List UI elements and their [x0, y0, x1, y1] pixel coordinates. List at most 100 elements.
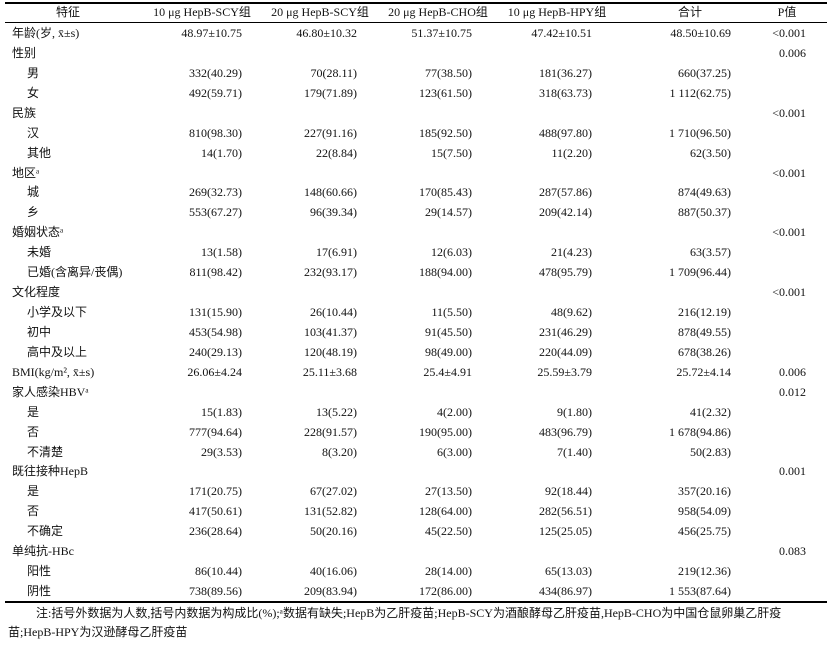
value-cell: 26(10.44) — [310, 305, 357, 319]
value-cell: 17(6.91) — [316, 245, 357, 260]
value-cell: 282(56.51) — [539, 504, 592, 519]
row-label: 性别 — [12, 45, 37, 60]
value-cell: 887(50.37) — [678, 205, 731, 220]
sub-row-label: 城 — [27, 185, 40, 200]
value-cell: 456(25.75) — [678, 524, 731, 539]
value-cell: 236(28.64) — [189, 524, 242, 539]
value-cell: 46.80±10.32 — [296, 26, 357, 40]
p-value: <0.001 — [772, 26, 806, 40]
value-cell: 131(52.82) — [304, 504, 357, 519]
value-cell: 190(95.00) — [419, 424, 472, 439]
value-cell: 1 112(62.75) — [669, 85, 731, 100]
bottom-rule — [5, 601, 827, 603]
row-label: 单纯抗-HBc — [12, 544, 74, 559]
value-cell: 70(28.11) — [310, 65, 357, 80]
value-cell: 357(20.16) — [678, 484, 731, 499]
value-cell: 40(16.06) — [310, 564, 357, 579]
p-value: <0.001 — [772, 165, 806, 180]
value-cell: 209(83.94) — [304, 584, 357, 598]
value-cell: 28(14.00) — [425, 564, 472, 579]
header-cell: 10 μg HepB-HPY组 — [507, 5, 607, 19]
value-cell: 232(93.17) — [304, 265, 357, 280]
row-label: 民族 — [12, 105, 37, 120]
header-cell: P值 — [777, 5, 797, 19]
sub-row-label: 是 — [27, 404, 40, 419]
value-cell: 287(57.86) — [539, 185, 592, 200]
row-label: 地区ᵃ — [12, 165, 40, 180]
value-cell: 1 709(96.44) — [669, 265, 731, 280]
sub-row-label: 是 — [27, 484, 40, 499]
header-cell: 20 μg HepB-SCY组 — [271, 5, 369, 19]
value-cell: 48.97±10.75 — [181, 26, 242, 40]
sub-row-label: 初中 — [27, 324, 52, 339]
value-cell: 98(49.00) — [425, 344, 472, 359]
value-cell: 21(4.23) — [551, 245, 592, 260]
p-value: <0.001 — [772, 105, 806, 120]
sub-row-label: 小学及以下 — [27, 305, 88, 319]
value-cell: 45(22.50) — [425, 524, 472, 539]
value-cell: 47.42±10.51 — [531, 26, 592, 40]
p-value: <0.001 — [772, 285, 806, 300]
value-cell: 1 553(87.64) — [669, 584, 731, 598]
value-cell: 25.4±4.91 — [423, 364, 472, 379]
value-cell: 123(61.50) — [419, 85, 472, 100]
value-cell: 62(3.50) — [690, 145, 731, 160]
value-cell: 453(54.98) — [189, 324, 242, 339]
value-cell: 660(37.25) — [678, 65, 731, 80]
table-note: 注:括号外数据为人数,括号内数据为构成比(%);ᵃ数据有缺失;HepB为乙肝疫苗… — [8, 606, 782, 639]
value-cell: 4(2.00) — [437, 404, 472, 419]
value-cell: 25.11±3.68 — [302, 364, 357, 379]
value-cell: 9(1.80) — [557, 404, 592, 419]
row-label: 文化程度 — [12, 285, 61, 300]
row-label: 家人感染HBVᵃ — [12, 384, 89, 399]
value-cell: 810(98.30) — [189, 125, 242, 140]
sub-row-label: 其他 — [27, 145, 52, 160]
value-cell: 318(63.73) — [539, 85, 592, 100]
value-cell: 874(49.63) — [678, 185, 731, 200]
row-label: 既往接种HepB — [12, 464, 88, 479]
value-cell: 11(5.50) — [431, 305, 472, 319]
value-cell: 103(41.37) — [304, 324, 357, 339]
header-rule — [5, 22, 827, 23]
value-cell: 63(3.57) — [690, 245, 731, 260]
header-cell: 10 μg HepB-SCY组 — [153, 5, 251, 19]
value-cell: 209(42.14) — [539, 205, 592, 220]
value-cell: 29(14.57) — [425, 205, 472, 220]
value-cell: 188(94.00) — [419, 265, 472, 280]
value-cell: 185(92.50) — [419, 125, 472, 140]
value-cell: 219(12.36) — [678, 564, 731, 579]
top-rule — [5, 2, 827, 4]
value-cell: 553(67.27) — [189, 205, 242, 220]
sub-row-label: 已婚(含离异/丧偶) — [27, 265, 123, 280]
sub-row-label: 高中及以上 — [27, 344, 88, 359]
value-cell: 231(46.29) — [539, 324, 592, 339]
sub-row-label: 乡 — [27, 205, 40, 220]
value-cell: 12(6.03) — [431, 245, 472, 260]
value-cell: 27(13.50) — [425, 484, 472, 499]
sub-row-label: 汉 — [27, 125, 40, 140]
value-cell: 492(59.71) — [189, 85, 242, 100]
value-cell: 11(2.20) — [551, 145, 592, 160]
p-value: <0.001 — [772, 225, 806, 240]
value-cell: 48.50±10.69 — [670, 26, 731, 40]
value-cell: 811(98.42) — [189, 265, 242, 280]
value-cell: 240(29.13) — [189, 344, 242, 359]
row-label: 年龄(岁, x̄±s) — [12, 26, 80, 40]
value-cell: 51.37±10.75 — [411, 26, 472, 40]
value-cell: 26.06±4.24 — [187, 364, 242, 379]
header-cell: 合计 — [677, 5, 702, 19]
value-cell: 50(2.83) — [690, 444, 731, 459]
value-cell: 22(8.84) — [316, 145, 357, 160]
row-label: BMI(kg/m², x̄±s) — [12, 364, 95, 379]
value-cell: 41(2.32) — [690, 404, 731, 419]
value-cell: 170(85.43) — [419, 185, 472, 200]
sub-row-label: 否 — [27, 424, 40, 439]
value-cell: 269(32.73) — [189, 185, 242, 200]
sub-row-label: 否 — [27, 504, 40, 519]
sub-row-label: 不清楚 — [27, 444, 64, 459]
value-cell: 48(9.62) — [551, 305, 592, 319]
value-cell: 128(64.00) — [419, 504, 472, 519]
header-cell: 特征 — [55, 5, 80, 19]
value-cell: 1 678(94.86) — [669, 424, 731, 439]
value-cell: 332(40.29) — [189, 65, 242, 80]
